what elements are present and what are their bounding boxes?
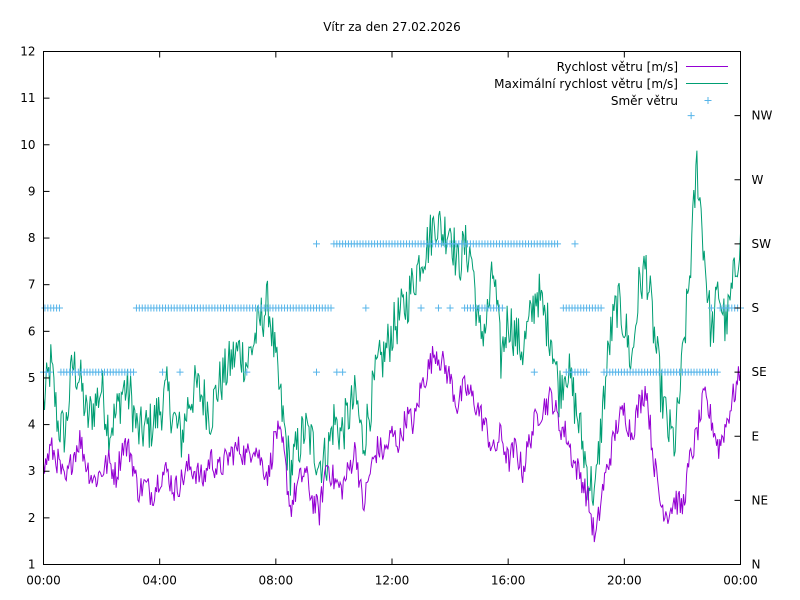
direction-point [55,304,63,312]
y2-tick-label: NE [752,493,769,507]
legend: Rychlost větru [m/s] Maximální rychlost … [494,60,728,108]
direction-point [312,368,320,376]
direction-point [583,368,591,376]
direction-point [159,368,167,376]
y-tick-label: 2 [28,511,36,525]
direction-point [417,304,425,312]
x-tick-label: 12:00 [375,574,410,588]
direction-point [530,368,538,376]
x-tick-label: 20:00 [607,574,642,588]
chart-title: Vítr za den 27.02.2026 [323,20,461,34]
x-tick-label: 16:00 [491,574,526,588]
y2-tick-label: W [752,173,764,187]
x-tick-label: 00:00 [26,574,61,588]
legend-plus-marker [704,97,712,104]
y-tick-label: 7 [28,278,36,292]
y-tick-label: 6 [28,324,36,338]
direction-point [243,368,251,376]
direction-point [45,368,53,376]
direction-point [327,304,335,312]
y-tick-label: 11 [20,91,35,105]
series-line-0 [43,346,741,543]
y-tick-label: 5 [28,371,36,385]
direction-points [40,112,744,376]
direction-point [498,304,506,312]
direction-point [687,112,695,120]
y2-tick-label: SE [752,365,767,379]
direction-point [597,304,605,312]
y-tick-label: 3 [28,464,36,478]
legend-swatch-direction [704,97,712,104]
x-tick-label: 04:00 [142,574,177,588]
legend-label-direction: Směr větru [611,94,678,108]
direction-point [362,304,370,312]
y2-tick-label: SW [752,237,772,251]
legend-label-max-speed: Maximální rychlost větru [m/s] [494,77,678,91]
y-tick-label: 8 [28,231,36,245]
direction-point [571,240,579,248]
direction-point [339,368,347,376]
legend-label-speed: Rychlost větru [m/s] [557,60,678,74]
y2-tick-label: N [752,558,761,572]
y-tick-label: 12 [20,45,35,59]
series-layer [40,112,744,543]
y-tick-label: 1 [28,558,36,572]
direction-point [713,368,721,376]
y2-tick-label: E [752,429,760,443]
x-tick-label: 08:00 [259,574,294,588]
direction-point [554,240,562,248]
y-tick-label: 9 [28,184,36,198]
y2-tick-label: S [752,301,760,315]
y-tick-label: 4 [28,418,36,432]
x-tick-label: 00:00 [723,574,758,588]
direction-point [434,304,442,312]
direction-point [130,368,138,376]
y-tick-label: 10 [20,138,35,152]
direction-point [446,304,454,312]
direction-point [176,368,184,376]
y2-tick-label: NW [752,109,773,123]
series-line-1 [43,150,741,506]
direction-point [312,240,320,248]
direction-point [707,304,715,312]
